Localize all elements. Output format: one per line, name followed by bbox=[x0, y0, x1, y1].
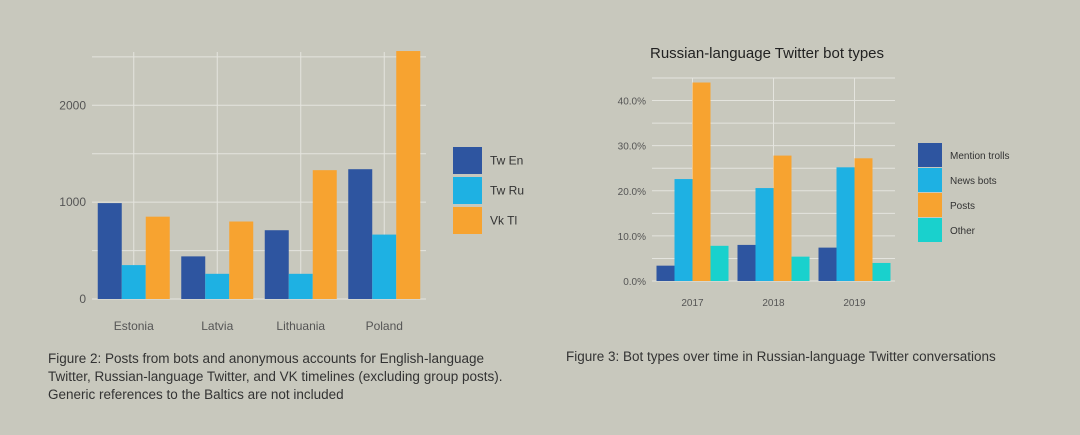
bar-posts bbox=[854, 158, 873, 281]
bar-tw-en bbox=[264, 230, 289, 299]
y-tick-label: 0.0% bbox=[623, 277, 646, 288]
legend-label: Mention trolls bbox=[950, 151, 1009, 162]
legend-label: News bots bbox=[950, 176, 997, 187]
y-tick-label: 30.0% bbox=[618, 142, 646, 153]
bar-vk-tl bbox=[145, 216, 170, 299]
figure-3-chart: Russian-language Twitter bot types 0.0% 10… bbox=[560, 0, 1080, 330]
x-tick-label: 2019 bbox=[843, 298, 866, 309]
legend-swatch bbox=[918, 193, 942, 217]
x-tick-label: 2017 bbox=[681, 298, 704, 309]
bar-tw-ru bbox=[372, 234, 397, 299]
legend-swatch bbox=[453, 177, 482, 204]
x-tick-label: Estonia bbox=[114, 319, 154, 333]
bar-news-bots bbox=[755, 188, 774, 281]
bar-news-bots bbox=[674, 179, 693, 281]
legend-label: Vk Tl bbox=[490, 214, 517, 228]
bar-mention-trolls bbox=[737, 244, 756, 281]
y-tick-label: 40.0% bbox=[618, 97, 646, 108]
legend-label: Posts bbox=[950, 201, 975, 212]
y-tick-label: 20.0% bbox=[618, 187, 646, 198]
bar-tw-en bbox=[97, 203, 122, 299]
legend-swatch bbox=[918, 168, 942, 192]
legend-swatch bbox=[453, 147, 482, 174]
x-tick-label: Latvia bbox=[201, 319, 233, 333]
figure-2-svg: 0 1000 2000 Estonia Latvia Lithuania Poland Tw … bbox=[59, 51, 524, 333]
y-tick-label: 2000 bbox=[59, 98, 86, 112]
bar-other bbox=[872, 262, 891, 281]
x-tick-label: Lithuania bbox=[276, 319, 325, 333]
figure-2-caption: Figure 2: Posts from bots and anonymous … bbox=[48, 351, 503, 402]
bar-other bbox=[710, 245, 729, 281]
figure-3-svg: Russian-language Twitter bot types 0.0% 10… bbox=[618, 45, 1010, 309]
legend-swatch bbox=[918, 143, 942, 167]
bar-tw-ru bbox=[121, 265, 146, 299]
x-tick-label: 2018 bbox=[762, 298, 785, 309]
bar-tw-ru bbox=[205, 273, 230, 299]
bar-other bbox=[791, 256, 810, 281]
bar-tw-en bbox=[348, 169, 373, 299]
y-tick-label: 10.0% bbox=[618, 232, 646, 243]
bar-vk-tl bbox=[312, 170, 337, 299]
bar-vk-tl bbox=[396, 51, 421, 299]
bar-posts bbox=[773, 155, 792, 281]
bar-mention-trolls bbox=[656, 265, 675, 281]
y-tick-label: 1000 bbox=[59, 195, 86, 209]
legend-swatch bbox=[453, 207, 482, 234]
bar-mention-trolls bbox=[818, 247, 837, 281]
bar-vk-tl bbox=[229, 221, 254, 299]
legend-swatch bbox=[918, 218, 942, 242]
legend-label: Tw En bbox=[490, 154, 523, 168]
bar-tw-en bbox=[181, 256, 206, 299]
figure-2-chart: 0 1000 2000 Estonia Latvia Lithuania Poland Tw … bbox=[0, 0, 560, 340]
legend-label: Tw Ru bbox=[490, 184, 524, 198]
bar-news-bots bbox=[836, 167, 855, 281]
figure-3-caption: Figure 3: Bot types over time in Russian… bbox=[566, 349, 996, 364]
legend-label: Other bbox=[950, 226, 976, 237]
x-tick-label: Poland bbox=[366, 319, 403, 333]
y-tick-label: 0 bbox=[79, 292, 86, 306]
bar-tw-ru bbox=[288, 273, 313, 299]
bar-posts bbox=[692, 82, 711, 281]
chart-title: Russian-language Twitter bot types bbox=[650, 45, 884, 62]
